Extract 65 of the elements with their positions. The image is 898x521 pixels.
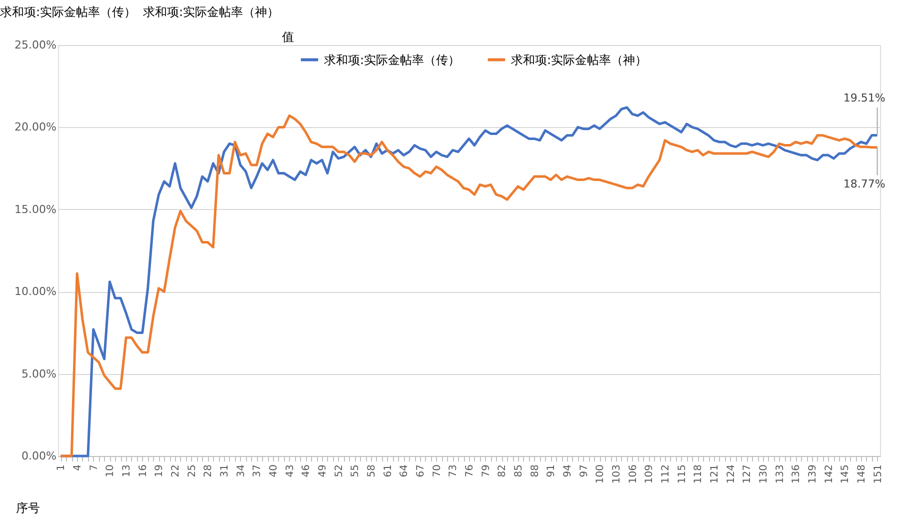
x-tick-label: 94 — [562, 464, 574, 478]
legend-label: 求和项:实际金帖率（传） — [324, 52, 460, 67]
y-tick-label: 0.00% — [22, 450, 56, 462]
text: 序号 — [16, 501, 40, 515]
x-tick-label: 70 — [432, 464, 443, 478]
text: 求和项:实际金帖率（神） — [143, 5, 280, 19]
text: 求和项:实际金帖率（传） — [0, 5, 136, 19]
x-tick-label: 4 — [72, 464, 84, 471]
x-tick-label: 67 — [416, 464, 427, 478]
x-tick-label: 73 — [448, 464, 460, 478]
x-tick-label: 82 — [497, 464, 508, 478]
y-tick-label: 25.00% — [14, 38, 56, 52]
x-tick-label: 112 — [660, 464, 672, 484]
x-tick-label: 139 — [807, 464, 818, 484]
x-tick-label: 37 — [252, 464, 264, 478]
x-tick-label: 55 — [350, 464, 362, 478]
x-tick-label: 31 — [220, 464, 231, 478]
x-tick-label: 91 — [546, 464, 558, 478]
x-tick-label: 25 — [186, 464, 198, 478]
x-tick-label: 130 — [758, 464, 770, 484]
x-tick-label: 16 — [138, 464, 149, 478]
x-tick-label: 148 — [856, 464, 868, 484]
x-tick-label: 28 — [203, 464, 214, 478]
x-tick-label: 124 — [726, 464, 737, 484]
x-tick-label: 10 — [105, 464, 116, 478]
x-tick-label: 100 — [595, 464, 606, 484]
annotation: 19.51% — [843, 91, 886, 104]
x-tick-label: 52 — [334, 464, 345, 478]
x-tick-label: 127 — [742, 464, 754, 484]
x-tick-label: 61 — [382, 464, 394, 478]
x-tick-label: 43 — [284, 464, 296, 478]
y-tick-label: 5.00% — [22, 367, 56, 380]
x-tick-label: 49 — [318, 464, 329, 478]
x-tick-label: 19 — [154, 464, 166, 478]
x-tick-label: 115 — [676, 464, 688, 484]
text: 值 — [282, 30, 294, 44]
x-tick-label: 151 — [872, 464, 884, 484]
x-tick-label: 40 — [268, 464, 280, 478]
x-tick-label: 121 — [709, 464, 720, 484]
x-tick-label: 7 — [88, 464, 100, 471]
x-tick-label: 34 — [236, 464, 247, 478]
x-tick-label: 118 — [693, 464, 704, 484]
x-tick-label: 109 — [644, 464, 656, 484]
x-tick-label: 46 — [301, 464, 312, 478]
x-tick-label: 103 — [611, 464, 622, 484]
x-tick-label: 79 — [480, 464, 492, 478]
x-tick-label: 106 — [628, 464, 639, 484]
x-tick-label: 97 — [578, 464, 590, 478]
y-tick-label: 20.00% — [14, 120, 56, 134]
x-tick-label: 85 — [513, 464, 524, 478]
x-tick-label: 88 — [530, 464, 541, 478]
y-tick-label: 10.00% — [14, 285, 56, 298]
x-tick-label: 13 — [122, 464, 133, 478]
x-tick-label: 136 — [791, 464, 802, 484]
x-tick-label: 64 — [399, 464, 410, 478]
y-tick-label: 15.00% — [14, 202, 56, 216]
x-tick-label: 58 — [366, 464, 378, 478]
x-tick-label: 142 — [824, 464, 835, 484]
x-tick-label: 1 — [56, 464, 68, 471]
legend-label: 求和项:实际金帖率（神） — [511, 52, 648, 67]
annotation: 18.77% — [843, 177, 886, 190]
x-tick-label: 133 — [774, 464, 786, 484]
x-tick-label: 22 — [170, 464, 182, 478]
x-tick-label: 145 — [840, 464, 852, 484]
x-tick-label: 76 — [464, 464, 476, 478]
